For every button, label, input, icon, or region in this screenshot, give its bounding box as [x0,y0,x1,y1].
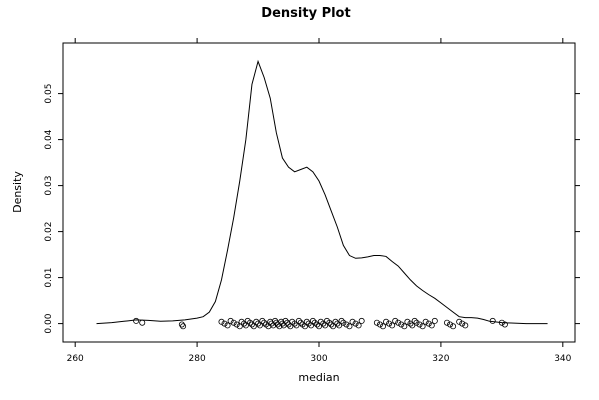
rug-point [416,321,423,328]
rug-point [419,323,426,330]
x-tick-label: 340 [554,354,571,364]
rug-point [443,319,450,326]
x-tick-label: 260 [67,354,84,364]
rug-point [409,322,416,329]
rug-point [178,321,185,328]
rug-point [261,319,268,326]
rug-point [407,320,414,327]
rug-point [133,317,140,324]
rug-point [343,321,350,328]
rug-point [355,322,362,329]
y-tick-label: 0.00 [44,313,54,333]
rug-point [459,320,466,327]
plot-frame [62,42,576,343]
rug-point [227,317,234,324]
rug-point [230,319,237,326]
rug-point [330,323,337,330]
rug-point [250,323,257,330]
rug-point [411,317,418,324]
rug-point [413,319,420,326]
rug-point [373,319,380,326]
rug-point [462,322,469,329]
rug-point [428,322,435,329]
x-tick-label: 320 [432,354,449,364]
rug-point [358,317,365,324]
x-tick-label: 280 [189,354,206,364]
rug-point [489,317,496,324]
x-axis-title: median [298,371,339,384]
rug-point [253,318,260,325]
rug-point [336,322,343,329]
y-tick-label: 0.01 [44,268,54,288]
rug-point [303,318,310,325]
y-tick-label: 0.04 [44,129,54,149]
rug-point [401,323,408,330]
rug-point [352,320,359,327]
rug-point [395,319,402,326]
rug-point [309,317,316,324]
rug-point [334,320,341,327]
rug-point [272,317,279,324]
rug-point [392,317,399,324]
rug-point [431,317,438,324]
rug-point [349,318,356,325]
y-axis-title: Density [11,171,24,213]
y-tick-label: 0.02 [44,222,54,242]
rug-point [379,323,386,330]
rug-point [447,321,454,328]
rug-point [267,318,274,325]
rug-point [233,321,240,328]
rug-point [282,317,289,324]
rug-point [398,321,405,328]
rug-point [376,321,383,328]
rug-point [383,318,390,325]
rug-point [218,318,225,325]
x-tick-label: 300 [310,354,327,364]
rug-point [332,318,339,325]
rug-point [326,319,333,326]
rug-point [247,319,254,326]
rug-point [293,322,300,329]
rug-point [328,321,335,328]
rug-point [340,319,347,326]
rug-point [180,323,187,330]
rug-point [498,319,505,326]
rug-point [425,320,432,327]
rug-point [501,321,508,328]
axis-tick-labels: 260 280 300 320 340 0.00 0.01 0.02 0.03 0.04 0.05 [44,84,572,364]
rug-point [248,321,255,328]
rug-point [224,322,231,329]
rug-point [422,318,429,325]
rug-points [133,317,508,330]
rug-point [404,318,411,325]
chart-title: Density Plot [261,6,350,21]
rug-point [386,320,393,327]
rug-point [456,318,463,325]
rug-point [221,320,228,327]
y-tick-label: 0.03 [44,176,54,196]
rug-point [291,320,298,327]
rug-point [338,317,345,324]
rug-point [389,322,396,329]
rug-point [346,323,353,330]
rug-point [450,323,457,330]
rug-point [295,317,302,324]
rug-point [256,322,263,329]
rug-point [297,319,304,326]
rug-point [259,317,266,324]
density-curve [96,59,548,325]
rug-point [139,319,146,326]
y-tick-label: 0.05 [44,84,54,104]
axis-ticks [58,38,580,347]
rug-point [255,320,262,327]
